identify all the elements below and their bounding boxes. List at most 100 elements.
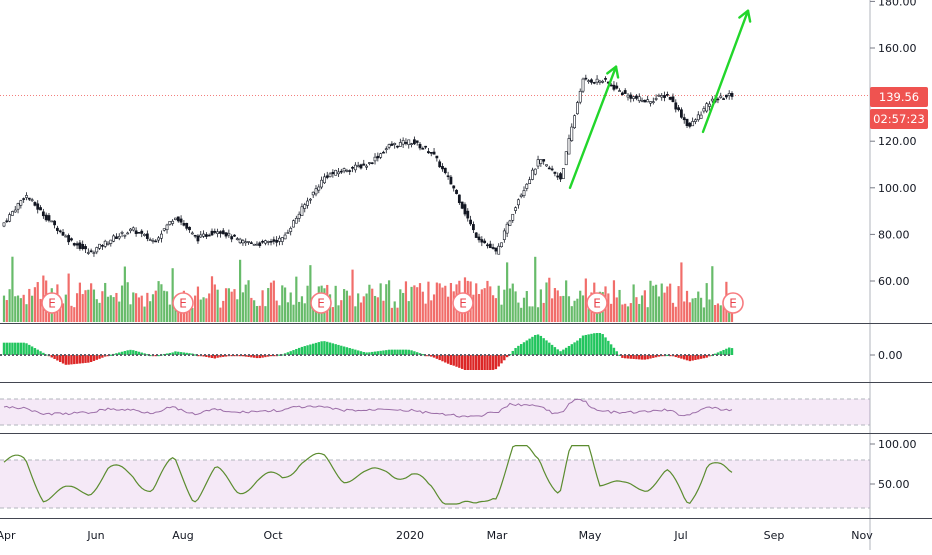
- volume-bar: [11, 256, 14, 322]
- macd-bar: [584, 334, 588, 355]
- candle-body: [460, 201, 464, 209]
- macd-bar: [534, 335, 537, 355]
- volume-bar: [638, 303, 641, 322]
- candle-body: [30, 199, 34, 202]
- volume-bar: [306, 285, 309, 322]
- candle-body: [244, 241, 248, 244]
- macd-bar: [694, 355, 697, 360]
- candle-body: [165, 224, 169, 230]
- candle-body: [435, 155, 439, 159]
- candle-body: [500, 242, 503, 248]
- candle-body: [612, 84, 616, 90]
- earnings-marker: [722, 292, 744, 314]
- candle-body: [407, 139, 411, 145]
- macd-bar: [44, 354, 48, 356]
- macd-bar: [497, 355, 500, 367]
- macd-bar: [224, 355, 228, 357]
- candle-body: [404, 142, 408, 144]
- volume-bar: [520, 307, 523, 322]
- volume-bar: [213, 284, 216, 322]
- macd-bar: [202, 355, 205, 357]
- candle-body: [148, 239, 152, 241]
- macd-bar: [371, 351, 374, 355]
- macd-bar: [146, 354, 149, 356]
- candle-body: [632, 96, 636, 99]
- candle-body: [598, 80, 602, 83]
- candle-body: [238, 238, 242, 244]
- candle-body: [384, 148, 388, 151]
- volume-bar: [67, 273, 70, 322]
- macd-bar: [446, 355, 450, 364]
- volume-bar: [503, 289, 506, 322]
- candle-body: [455, 189, 458, 194]
- candle-body: [514, 207, 517, 211]
- volume-bar: [584, 278, 587, 322]
- candle-body: [137, 232, 141, 234]
- macd-bar: [182, 352, 186, 355]
- macd-bar: [75, 355, 79, 364]
- macd-bar: [593, 333, 596, 355]
- macd-bar: [373, 351, 377, 355]
- macd-bar: [61, 355, 65, 364]
- candle-body: [230, 236, 234, 240]
- candle-body: [727, 93, 731, 96]
- candle-body: [654, 98, 658, 100]
- macd-bar: [528, 338, 531, 355]
- volume-bar: [438, 283, 441, 322]
- macd-bar: [132, 350, 135, 355]
- volume-bar: [312, 307, 315, 322]
- macd-bar: [500, 355, 503, 364]
- volume-bar: [399, 289, 402, 322]
- volume-bar: [25, 304, 28, 322]
- volume-bar: [196, 286, 200, 322]
- macd-bar: [688, 355, 692, 362]
- candle-body: [449, 176, 453, 185]
- volume-bar: [143, 306, 146, 322]
- volume-bar: [697, 291, 700, 322]
- volume-bar: [548, 277, 551, 322]
- volume-bar: [683, 301, 686, 322]
- candle-body: [550, 168, 554, 171]
- candle-body: [685, 118, 689, 126]
- candle-body: [100, 245, 104, 247]
- volume-bar: [719, 305, 722, 322]
- macd-bar: [8, 342, 11, 355]
- volume-bar: [610, 303, 613, 322]
- macd-bar: [393, 349, 396, 355]
- candle-body: [559, 173, 562, 180]
- macd-bar: [727, 347, 731, 355]
- volume-bar: [640, 295, 644, 322]
- candle-body: [78, 242, 82, 249]
- volume-bar: [61, 303, 65, 322]
- candle-body: [39, 207, 42, 211]
- volume-bar: [298, 301, 301, 322]
- macd-bar: [25, 343, 28, 355]
- candle-body: [126, 232, 130, 235]
- macd-bar: [432, 355, 436, 358]
- stoch-tick-label: 100.00: [878, 438, 917, 451]
- volume-bar: [109, 295, 112, 322]
- candle-body: [224, 232, 228, 237]
- volume-bar: [559, 296, 562, 322]
- volume-bar: [410, 286, 413, 322]
- candle-body: [443, 167, 447, 174]
- candle-body: [432, 151, 436, 155]
- volume-bar: [562, 295, 565, 322]
- candle-body: [584, 77, 588, 80]
- volume-bar: [272, 280, 275, 322]
- candle-body: [387, 144, 391, 148]
- price-tick-label: 100.00: [878, 182, 917, 195]
- candle-body: [651, 101, 655, 103]
- volume-bar: [629, 303, 632, 322]
- macd-bar: [177, 351, 180, 355]
- volume-bar: [486, 280, 489, 322]
- volume-bar: [545, 282, 548, 322]
- candle-body: [92, 252, 96, 254]
- volume-bar: [607, 293, 610, 322]
- time-tick-label: Jul: [673, 529, 687, 542]
- macd-bar: [354, 349, 357, 355]
- volume-bar: [253, 300, 256, 322]
- candle-body: [674, 102, 678, 110]
